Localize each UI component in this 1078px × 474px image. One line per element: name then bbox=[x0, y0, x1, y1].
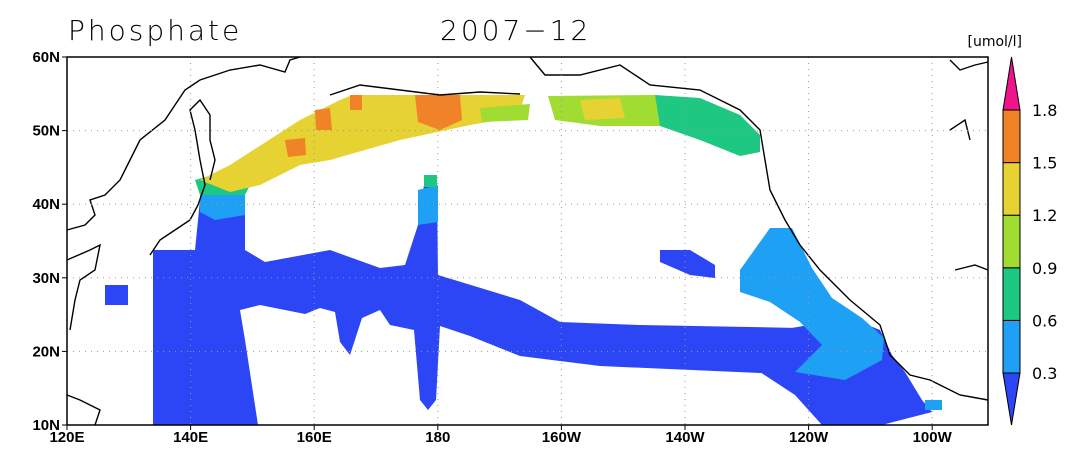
coastlines bbox=[66, 56, 989, 426]
colorbar-end bbox=[1002, 56, 1021, 111]
coastline bbox=[66, 243, 101, 331]
date: 2007−12 bbox=[440, 14, 591, 47]
region-high bbox=[200, 95, 525, 192]
lon-label: 120W bbox=[789, 429, 829, 446]
map-frame bbox=[66, 56, 989, 426]
title: Phosphate bbox=[68, 14, 242, 47]
region-mid-low bbox=[740, 228, 884, 380]
region-low bbox=[105, 285, 128, 305]
colorbar-label: 1.5 bbox=[1032, 154, 1057, 173]
lon-label: 160W bbox=[542, 429, 582, 446]
lon-label: 180 bbox=[425, 429, 450, 446]
colorbar-label: 0.9 bbox=[1032, 259, 1057, 278]
region-low bbox=[660, 250, 715, 278]
region-very-high bbox=[415, 95, 462, 130]
coastline bbox=[149, 98, 216, 256]
colorbar-segment bbox=[1002, 109, 1021, 164]
region-low bbox=[153, 185, 822, 425]
colorbar-end bbox=[1002, 372, 1021, 426]
lat-label: 10N bbox=[32, 417, 60, 434]
lon-label: 100W bbox=[913, 429, 953, 446]
region-very-high bbox=[285, 138, 306, 157]
coastline bbox=[949, 59, 989, 271]
colorbar-segment bbox=[1002, 267, 1021, 321]
region-very-high bbox=[350, 95, 362, 110]
colorbar-label: 1.2 bbox=[1032, 206, 1057, 225]
region-mid bbox=[640, 95, 760, 156]
region-mid-high bbox=[480, 104, 530, 122]
colorbar-segment bbox=[1002, 162, 1021, 216]
region-very-high bbox=[315, 108, 332, 130]
lat-label: 40N bbox=[32, 196, 60, 213]
lon-label: 120E bbox=[49, 429, 84, 446]
lon-label: 160E bbox=[297, 429, 332, 446]
colorbar-label: 0.3 bbox=[1032, 364, 1057, 383]
colorbar-label: 0.6 bbox=[1032, 311, 1057, 330]
region-mid-low bbox=[200, 190, 245, 220]
lat-label: 50N bbox=[32, 123, 60, 140]
coastline bbox=[66, 394, 101, 426]
colorbar-segment bbox=[1002, 319, 1021, 374]
region-mid bbox=[424, 175, 437, 187]
coastline bbox=[329, 84, 521, 96]
coastline bbox=[66, 56, 301, 231]
region-high bbox=[580, 98, 625, 120]
coastline bbox=[529, 56, 989, 401]
colorbar-label: 1.8 bbox=[1032, 101, 1057, 120]
region-mid-low bbox=[418, 185, 438, 225]
lat-label: 60N bbox=[32, 49, 60, 66]
colorbar: 0.3 0.6 0.9 1.2 1.5 1.8 bbox=[1002, 56, 1057, 426]
graticule bbox=[67, 57, 988, 425]
lat-label: 30N bbox=[32, 270, 60, 287]
lat-label: 20N bbox=[32, 343, 60, 360]
colorbar-segment bbox=[1002, 214, 1021, 269]
phosphate-field bbox=[105, 95, 942, 425]
region-mid-low bbox=[925, 400, 942, 410]
lon-label: 140W bbox=[665, 429, 705, 446]
unit: [umol/l] bbox=[968, 34, 1023, 50]
lon-label: 140E bbox=[173, 429, 208, 446]
